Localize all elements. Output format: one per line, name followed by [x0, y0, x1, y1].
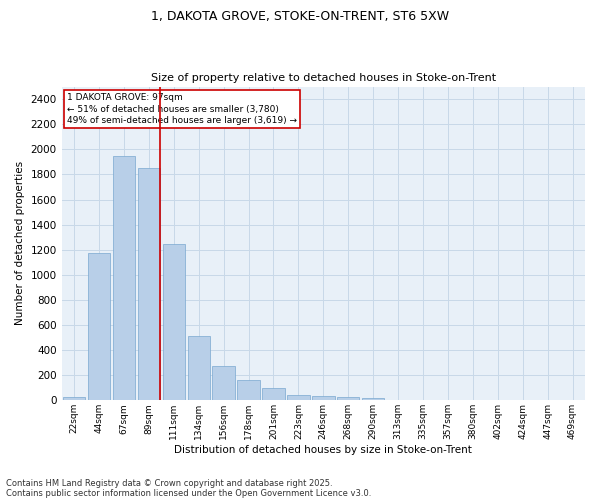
- Bar: [238, 380, 260, 400]
- Bar: [137, 168, 160, 400]
- Bar: [337, 396, 359, 400]
- Bar: [362, 398, 385, 400]
- Bar: [287, 394, 310, 400]
- Title: Size of property relative to detached houses in Stoke-on-Trent: Size of property relative to detached ho…: [151, 73, 496, 83]
- Bar: [88, 253, 110, 400]
- Bar: [113, 156, 135, 400]
- Bar: [188, 336, 210, 400]
- Bar: [163, 244, 185, 400]
- Text: 1 DAKOTA GROVE: 97sqm
← 51% of detached houses are smaller (3,780)
49% of semi-d: 1 DAKOTA GROVE: 97sqm ← 51% of detached …: [67, 93, 297, 126]
- Text: Contains HM Land Registry data © Crown copyright and database right 2025.: Contains HM Land Registry data © Crown c…: [6, 478, 332, 488]
- Bar: [63, 397, 85, 400]
- Text: Contains public sector information licensed under the Open Government Licence v3: Contains public sector information licen…: [6, 488, 371, 498]
- X-axis label: Distribution of detached houses by size in Stoke-on-Trent: Distribution of detached houses by size …: [175, 445, 472, 455]
- Bar: [212, 366, 235, 400]
- Bar: [262, 388, 285, 400]
- Y-axis label: Number of detached properties: Number of detached properties: [15, 162, 25, 326]
- Text: 1, DAKOTA GROVE, STOKE-ON-TRENT, ST6 5XW: 1, DAKOTA GROVE, STOKE-ON-TRENT, ST6 5XW: [151, 10, 449, 23]
- Bar: [312, 396, 335, 400]
